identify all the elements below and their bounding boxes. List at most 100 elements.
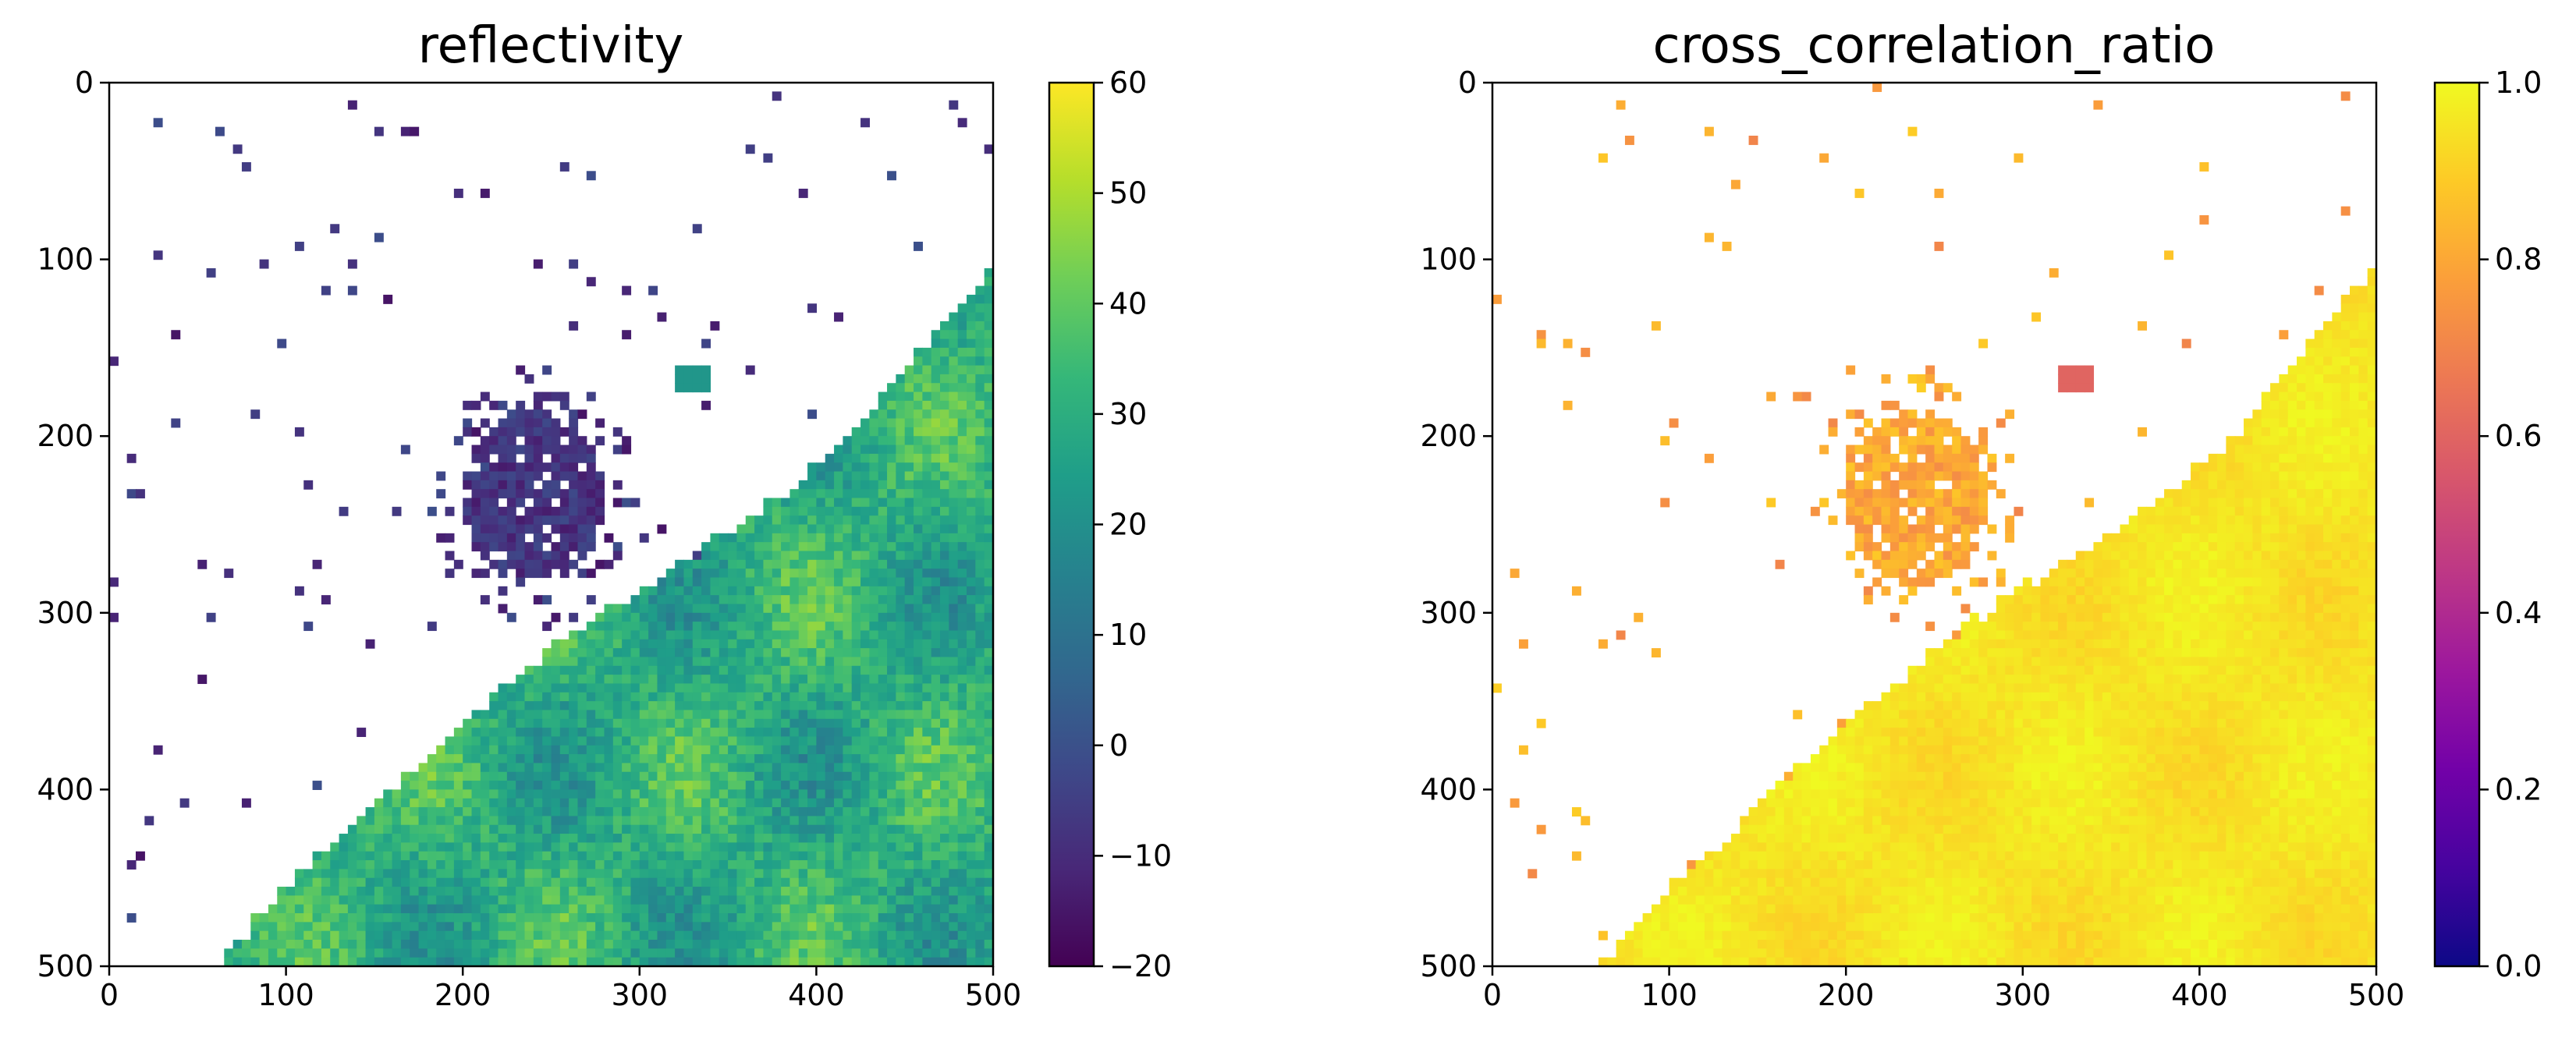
heatmap-cell [339,930,349,940]
heatmap-cell [542,807,552,817]
heatmap-cell [551,418,561,428]
heatmap-cell [410,877,420,887]
heatmap-cell [719,816,729,826]
heatmap-cell [498,763,508,773]
heatmap-cell [1748,834,1758,843]
heatmap-cell [347,869,357,879]
heatmap-cell [498,913,508,923]
heatmap-cell [701,771,711,781]
heatmap-cell [1828,418,1838,428]
heatmap-cell [1616,957,1626,966]
heatmap-cell [683,887,694,896]
heatmap-cell [789,904,800,914]
heatmap-cell [914,754,923,764]
heatmap-cell [957,895,967,905]
heatmap-cell [1651,904,1661,914]
heatmap-cell [745,895,755,905]
heatmap-cell [1943,860,1953,870]
heatmap-cell [904,391,914,402]
heatmap-cell [559,391,569,402]
heatmap-cell [692,639,702,649]
heatmap-cell [533,824,543,834]
heatmap-cell [745,745,755,755]
heatmap-cell [922,356,932,367]
heatmap-cell [586,648,596,658]
heatmap-cell [967,294,976,304]
heatmap-cell [728,692,738,702]
heatmap-cell [1889,569,1900,579]
heatmap-cell [551,675,561,685]
heatmap-cell [1899,957,1909,966]
heatmap-cell [1846,754,1856,764]
heatmap-cell [967,887,976,896]
heatmap-cell [232,144,243,154]
heatmap-cell [1828,877,1838,887]
heatmap-cell [506,427,516,437]
heatmap-cell [914,418,923,428]
heatmap-cell [904,842,914,852]
heatmap-cell [719,683,729,693]
heatmap-cell [374,807,384,817]
heatmap-cell [506,798,516,808]
heatmap-cell [480,789,490,799]
heatmap-cell [506,542,516,552]
heatmap-cell [612,445,623,455]
heatmap-cell [736,524,747,534]
heatmap-cell [789,798,800,808]
heatmap-cell [648,728,658,738]
heatmap-cell [745,736,755,746]
heatmap-cell [1899,692,1909,702]
heatmap-cell [1881,569,1891,579]
heatmap-cell [410,798,420,808]
heatmap-cell [604,604,614,614]
heatmap-cell [763,604,773,614]
heatmap-cell [427,860,437,870]
heatmap-cell [967,551,976,561]
heatmap-cell [498,922,508,932]
heatmap-cell [1952,675,1962,685]
heatmap-cell [365,807,375,817]
heatmap-cell [1907,771,1918,781]
heatmap-cell [984,453,993,463]
heatmap-cell [692,869,702,879]
heatmap-cell [878,877,888,887]
heatmap-cell [851,816,861,826]
heatmap-cell [957,312,967,322]
heatmap-cell [1899,807,1909,817]
heatmap-cell [914,480,923,490]
heatmap-cell [347,904,357,914]
heatmap-cell [789,586,800,596]
heatmap-cell [1925,922,1936,932]
heatmap-cell [683,728,694,738]
heatmap-cell [657,887,667,896]
heatmap-cell [1713,930,1723,940]
heatmap-cell [1766,834,1776,843]
heatmap-cell [789,604,800,614]
heatmap-cell [506,851,516,861]
heatmap-cell [595,736,605,746]
heatmap-cell [586,781,596,790]
heatmap-cell [949,807,959,817]
heatmap-cell [1846,462,1856,473]
heatmap-cell [1854,940,1865,949]
heatmap-cell [1660,913,1670,923]
heatmap-cell [692,842,702,852]
heatmap-cell [1881,807,1891,817]
heatmap-cell [533,745,543,755]
heatmap-cell [772,569,782,579]
heatmap-cell [374,940,384,949]
heatmap-cell [887,842,896,852]
heatmap-cell [1925,622,1936,632]
heatmap-cell [781,692,791,702]
heatmap-cell [1740,834,1750,843]
heatmap-cell [710,604,720,614]
heatmap-cell [533,877,543,887]
heatmap-cell [542,904,552,914]
heatmap-cell [622,930,632,940]
heatmap-cell [683,736,694,746]
heatmap-cell [516,869,526,879]
heatmap-cell [878,683,888,693]
heatmap-cell [931,427,941,437]
heatmap-cell [763,577,773,587]
heatmap-cell [612,718,623,728]
